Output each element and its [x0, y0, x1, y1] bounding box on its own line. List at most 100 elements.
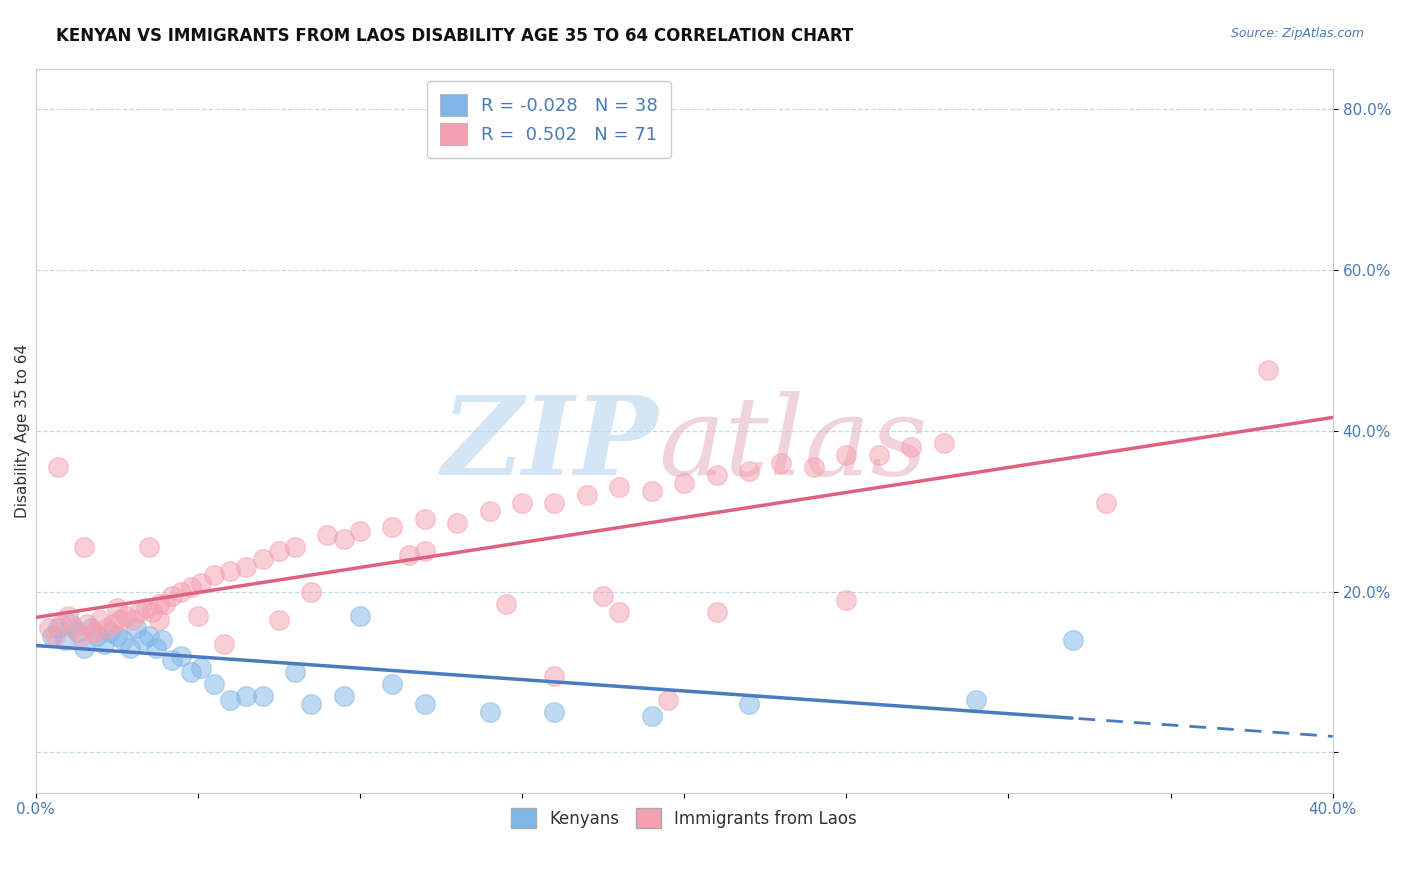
Point: [219, 693, 242, 707]
Legend: Kenyans, Immigrants from Laos: Kenyans, Immigrants from Laos: [505, 801, 863, 835]
Point: [381, 677, 404, 691]
Point: [413, 512, 436, 526]
Point: [44, 629, 66, 643]
Point: [510, 496, 533, 510]
Point: [1062, 632, 1084, 647]
Point: [478, 705, 501, 719]
Point: [252, 552, 274, 566]
Point: [89, 613, 111, 627]
Point: [965, 693, 987, 707]
Point: [83, 624, 105, 639]
Y-axis label: Disability Age 35 to 64: Disability Age 35 to 64: [15, 343, 30, 517]
Point: [495, 597, 517, 611]
Point: [1257, 363, 1279, 377]
Point: [299, 697, 322, 711]
Text: ZIP: ZIP: [441, 392, 658, 499]
Point: [170, 584, 193, 599]
Point: [135, 600, 157, 615]
Point: [738, 697, 761, 711]
Point: [398, 549, 420, 563]
Point: [150, 632, 173, 647]
Point: [413, 544, 436, 558]
Point: [41, 629, 63, 643]
Point: [190, 661, 212, 675]
Point: [770, 456, 793, 470]
Point: [155, 597, 177, 611]
Point: [1094, 496, 1116, 510]
Point: [53, 632, 76, 647]
Point: [575, 488, 598, 502]
Point: [641, 483, 664, 498]
Point: [219, 565, 242, 579]
Point: [299, 584, 322, 599]
Point: [202, 568, 225, 582]
Point: [478, 504, 501, 518]
Point: [202, 677, 225, 691]
Point: [70, 629, 93, 643]
Point: [118, 640, 141, 655]
Point: [446, 516, 468, 530]
Point: [56, 608, 79, 623]
Point: [138, 629, 160, 643]
Point: [46, 621, 69, 635]
Point: [349, 524, 371, 538]
Point: [148, 597, 170, 611]
Point: [148, 613, 170, 627]
Point: [86, 629, 108, 643]
Point: [284, 665, 307, 679]
Point: [105, 600, 128, 615]
Point: [80, 621, 103, 635]
Point: [76, 616, 98, 631]
Point: [103, 616, 125, 631]
Point: [63, 621, 86, 635]
Point: [83, 624, 105, 639]
Point: [235, 560, 257, 574]
Point: [413, 697, 436, 711]
Point: [160, 653, 183, 667]
Point: [46, 459, 69, 474]
Point: [868, 448, 890, 462]
Point: [332, 689, 354, 703]
Point: [93, 637, 115, 651]
Point: [252, 689, 274, 703]
Point: [160, 589, 183, 603]
Point: [73, 541, 96, 555]
Point: [706, 605, 728, 619]
Point: [900, 440, 922, 454]
Point: [607, 605, 630, 619]
Point: [543, 669, 565, 683]
Point: [316, 528, 339, 542]
Point: [145, 640, 167, 655]
Point: [141, 605, 163, 619]
Point: [66, 624, 89, 639]
Point: [108, 613, 131, 627]
Point: [267, 544, 290, 558]
Point: [115, 608, 138, 623]
Point: [803, 459, 825, 474]
Point: [657, 693, 679, 707]
Point: [543, 705, 565, 719]
Point: [128, 605, 150, 619]
Point: [284, 541, 307, 555]
Point: [543, 496, 565, 510]
Point: [138, 541, 160, 555]
Point: [125, 621, 148, 635]
Point: [673, 475, 696, 490]
Point: [121, 613, 143, 627]
Text: Source: ZipAtlas.com: Source: ZipAtlas.com: [1230, 27, 1364, 40]
Point: [706, 467, 728, 482]
Point: [105, 629, 128, 643]
Point: [607, 480, 630, 494]
Point: [349, 608, 371, 623]
Point: [170, 648, 193, 663]
Point: [932, 435, 955, 450]
Point: [381, 520, 404, 534]
Point: [332, 532, 354, 546]
Point: [180, 665, 202, 679]
Point: [38, 621, 60, 635]
Point: [131, 632, 153, 647]
Point: [180, 581, 202, 595]
Text: KENYAN VS IMMIGRANTS FROM LAOS DISABILITY AGE 35 TO 64 CORRELATION CHART: KENYAN VS IMMIGRANTS FROM LAOS DISABILIT…: [56, 27, 853, 45]
Point: [112, 632, 135, 647]
Point: [60, 616, 83, 631]
